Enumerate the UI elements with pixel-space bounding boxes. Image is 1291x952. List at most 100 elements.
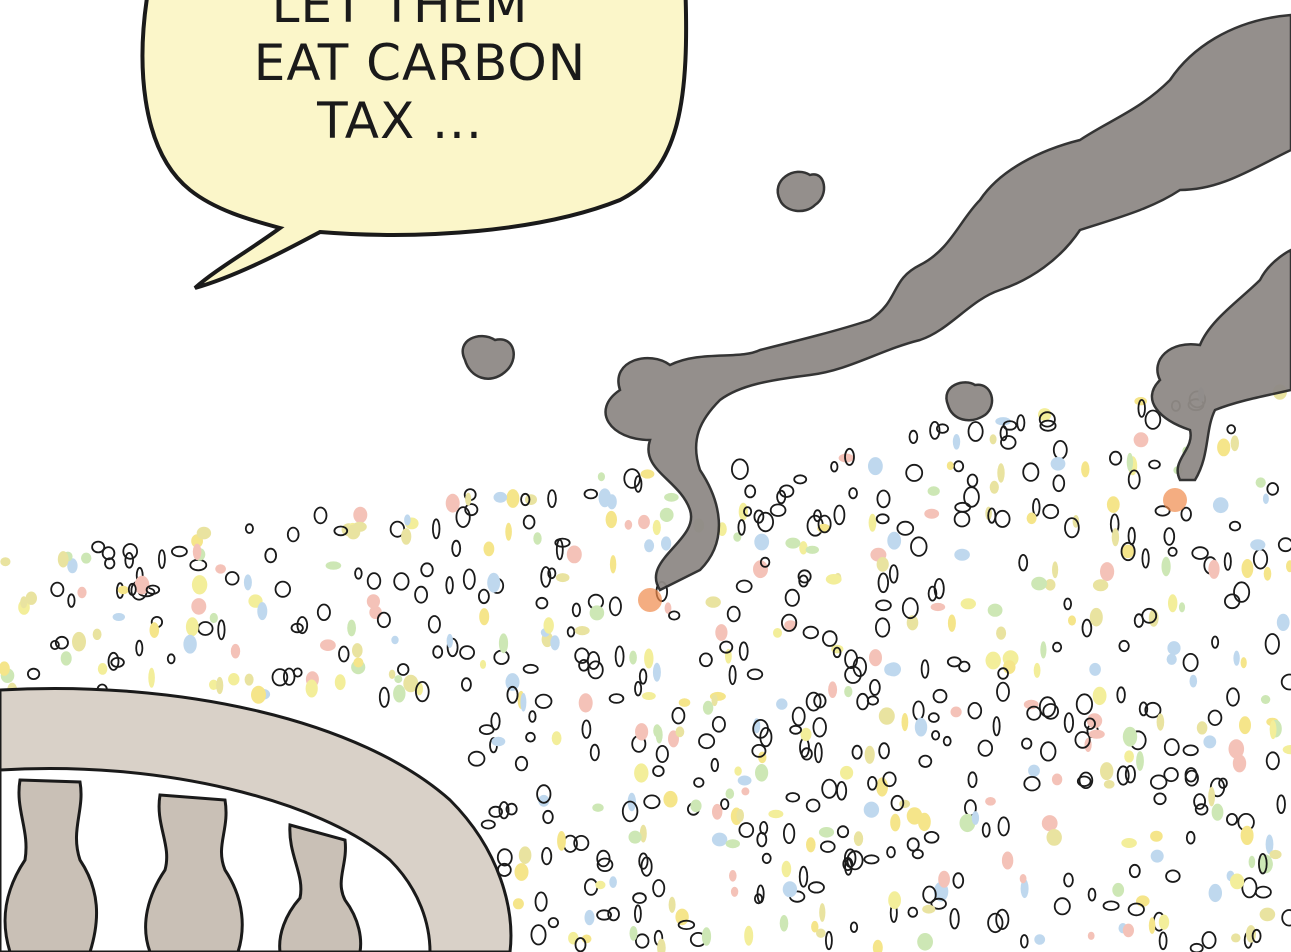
crowd-head bbox=[555, 573, 570, 583]
crowd-head bbox=[652, 765, 665, 777]
crowd-head bbox=[1260, 695, 1271, 704]
crowd-head bbox=[1092, 579, 1109, 592]
crowd-head bbox=[573, 835, 590, 852]
crowd-head bbox=[243, 574, 252, 591]
crowd-head bbox=[1196, 721, 1208, 735]
crowd-head bbox=[196, 526, 212, 540]
crowd-head bbox=[1122, 726, 1138, 747]
crowd-head bbox=[414, 680, 430, 703]
crowd-head bbox=[1150, 849, 1164, 863]
crowd-head bbox=[216, 676, 224, 695]
crowd-head bbox=[264, 547, 278, 564]
crowd-head bbox=[547, 489, 557, 509]
crowd-head bbox=[286, 526, 300, 543]
crowd-head bbox=[755, 764, 769, 782]
crowd-head bbox=[542, 809, 554, 825]
crowd-head bbox=[1241, 559, 1254, 578]
crowd-head bbox=[1161, 556, 1171, 577]
crowd-head bbox=[520, 492, 531, 507]
crowd-head bbox=[1281, 909, 1291, 927]
crowd-head bbox=[534, 891, 548, 912]
crowd-head bbox=[1089, 662, 1101, 676]
crowd-head bbox=[122, 543, 138, 560]
crowd-head bbox=[538, 794, 550, 807]
crowd-head bbox=[901, 597, 919, 620]
crowd-head bbox=[506, 489, 520, 508]
crowd-head bbox=[228, 673, 240, 686]
crowd-head bbox=[1018, 554, 1029, 572]
crowd-head bbox=[1106, 496, 1120, 513]
crowd-head bbox=[867, 775, 878, 791]
crowd-head bbox=[566, 545, 582, 564]
crowd-head bbox=[124, 551, 134, 569]
crowd-head bbox=[890, 794, 905, 812]
crowd-head bbox=[878, 707, 895, 725]
crowd-head bbox=[1254, 885, 1272, 899]
crowd-head bbox=[480, 819, 496, 830]
crowd-head bbox=[819, 840, 836, 853]
crowd-head bbox=[819, 903, 826, 922]
crowd-head bbox=[668, 896, 676, 913]
crowd-head bbox=[644, 539, 655, 553]
crowd-head bbox=[864, 745, 875, 764]
crowd-head bbox=[20, 596, 28, 609]
crowd-head bbox=[659, 507, 674, 522]
crowd-head bbox=[467, 750, 486, 767]
crowd-head bbox=[917, 933, 933, 951]
smoke-puff bbox=[776, 170, 826, 213]
crowd-head bbox=[779, 915, 789, 932]
crowd-head bbox=[812, 717, 827, 738]
crowd-head bbox=[730, 886, 739, 897]
crowd-head bbox=[668, 610, 681, 621]
crowd-head bbox=[1063, 712, 1075, 733]
crowd-head bbox=[712, 803, 723, 820]
crowd-head bbox=[840, 765, 854, 780]
crowd-head bbox=[543, 617, 554, 634]
crowd-head bbox=[1103, 780, 1115, 789]
crowd-head bbox=[754, 893, 764, 905]
crowd-head bbox=[705, 596, 721, 608]
crowd-head bbox=[930, 897, 947, 910]
crowd-head bbox=[127, 582, 137, 596]
crowd-head bbox=[954, 501, 972, 513]
crowd-head bbox=[756, 831, 768, 848]
crowd-head bbox=[97, 663, 108, 675]
fire bbox=[1163, 488, 1187, 512]
crowd-head bbox=[498, 633, 509, 654]
crowd-head bbox=[1102, 900, 1120, 911]
crowd-head bbox=[583, 488, 599, 500]
crowd-head bbox=[715, 624, 728, 641]
crowd-head bbox=[191, 575, 208, 595]
crowd-head bbox=[1223, 552, 1232, 571]
crowd-head bbox=[817, 514, 832, 534]
crowd-head bbox=[1051, 773, 1063, 786]
crowd-head bbox=[1028, 764, 1040, 777]
crowd-head bbox=[678, 698, 691, 707]
crowd-head bbox=[393, 684, 406, 703]
crowd-head bbox=[896, 520, 915, 536]
crowd-head bbox=[1087, 931, 1095, 940]
crowd-head bbox=[587, 660, 604, 680]
crowd-head bbox=[595, 880, 606, 890]
crowd-head bbox=[830, 461, 839, 473]
crowd-head bbox=[996, 626, 1007, 640]
crowd-head bbox=[868, 513, 877, 532]
crowd-head bbox=[571, 602, 582, 618]
crowd-head bbox=[1026, 512, 1037, 525]
crowd-head bbox=[805, 545, 819, 554]
crowd-head bbox=[209, 612, 218, 624]
crowd-head bbox=[72, 631, 86, 652]
crowd-head bbox=[183, 634, 197, 654]
crowd-head bbox=[378, 686, 390, 708]
crowd-head bbox=[629, 650, 637, 665]
crowd-head bbox=[1127, 469, 1141, 490]
crowd-head bbox=[1038, 408, 1052, 421]
crowd-head bbox=[1053, 897, 1071, 916]
crowd-head bbox=[989, 434, 997, 445]
crowd-head bbox=[1282, 745, 1291, 755]
crowd-head bbox=[67, 593, 76, 608]
crowd-head bbox=[744, 925, 754, 946]
crowd-head bbox=[607, 906, 620, 922]
